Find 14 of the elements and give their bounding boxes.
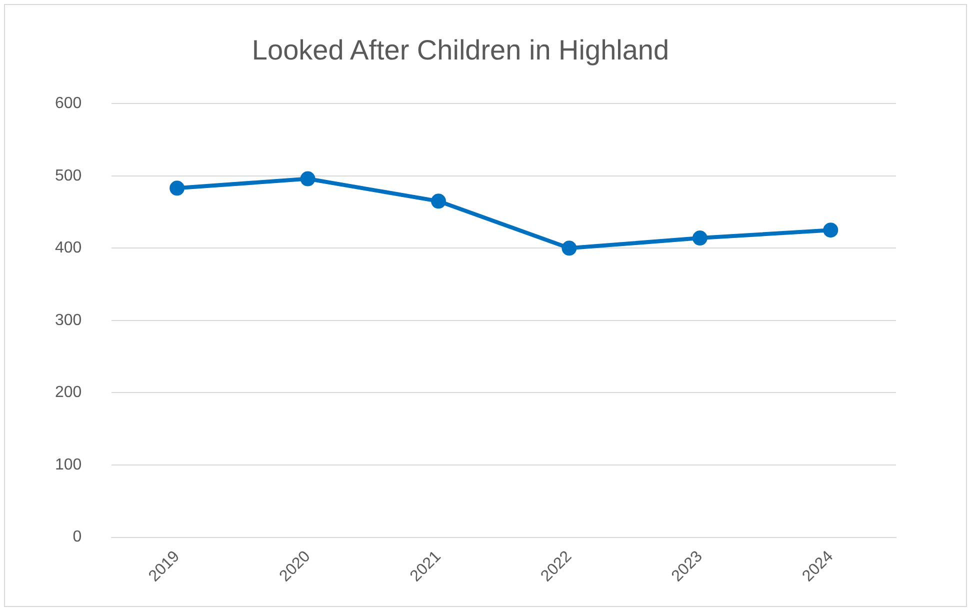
- point: [692, 230, 708, 246]
- chart-title: Looked After Children in Highland: [252, 34, 670, 66]
- point: [300, 171, 316, 186]
- y-tick-label: 300: [54, 312, 82, 329]
- y-tick-label: 200: [54, 384, 82, 402]
- y-tick-label: 0: [72, 528, 82, 546]
- point: [430, 194, 446, 209]
- y-tick-label: 500: [54, 167, 82, 184]
- y-tick-label: 600: [54, 95, 82, 112]
- y-tick-label: 400: [54, 240, 82, 257]
- point: [562, 240, 577, 256]
- point: [170, 180, 185, 196]
- y-tick-label: 100: [54, 456, 82, 474]
- point: [823, 222, 838, 238]
